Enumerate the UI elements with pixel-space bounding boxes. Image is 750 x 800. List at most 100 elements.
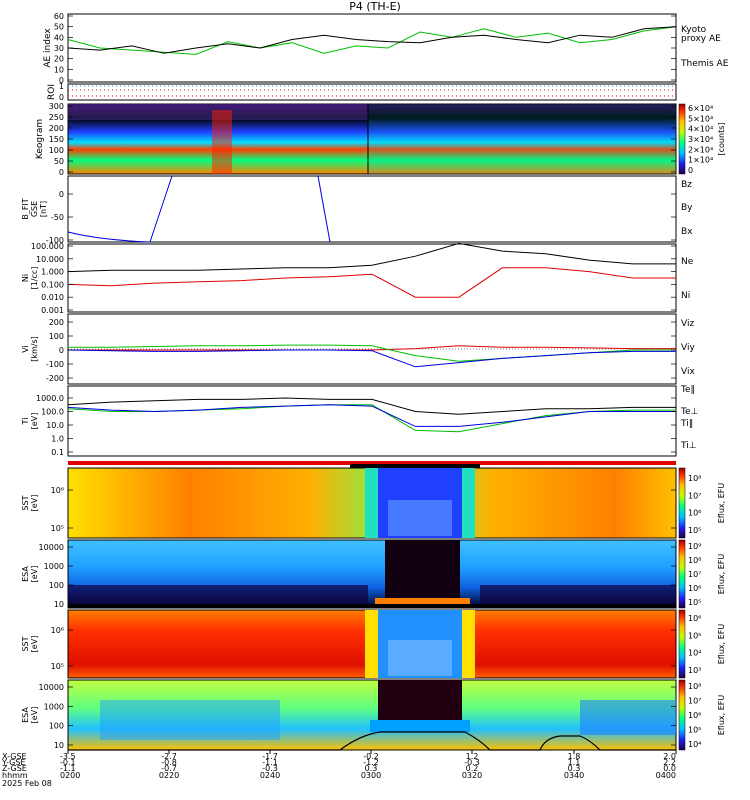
sst-electron-panel: SST [eV] 10⁶ 10⁵ 10⁸ 10⁷ 10⁶ 10⁵ Eflux, EFU [21, 467, 726, 539]
sst-electron-colorbar-label: 10⁵ [688, 526, 701, 535]
ni-ytick: 0.100 [41, 280, 64, 289]
chart-title: P4 (TH-E) [349, 0, 401, 13]
sst-electron-colorbar-label: 10⁸ [688, 474, 701, 483]
keogram-ylabel: Keogram [35, 119, 45, 159]
keogram-ytick: 300 [49, 102, 64, 111]
esa-ion-colorbar-label: 10⁵ [688, 726, 701, 735]
y-gse-tick: -1.1 [262, 758, 278, 767]
vi-ytick: 0 [59, 346, 64, 355]
esa-electron-panel: ESA [eV] 10000 1000 100 10 10⁹ 10⁸ 10⁷ 10⁶ 10⁵ E… [21, 539, 726, 609]
esa-ion-ylabel: [eV] [30, 707, 39, 724]
x-gse-tick: 2.0 [663, 752, 676, 761]
ni-ytick: 10.000 [36, 255, 64, 264]
esa-ion-colorbar-label: 10⁶ [688, 711, 701, 720]
ae-ytick: 50 [54, 23, 64, 32]
keogram-ytick: 250 [49, 113, 64, 122]
ni-ytick: 1.000 [41, 268, 64, 277]
sst-ion-panel: SST [eV] 10⁶ 10⁵ 10⁶ 10⁵ 10⁴ 10³ Eflux, EFU [21, 609, 726, 679]
keogram-colorbar-label: 2×10⁴ [688, 145, 713, 154]
ae-ylabel: AE index [43, 28, 53, 68]
z-gse-tick: 0.3 [365, 764, 378, 773]
x-row-label: hhmm [2, 771, 28, 780]
bx-line [67, 175, 173, 243]
keogram-colorbar-label: 6×10⁴ [688, 104, 713, 113]
sst-ion-ylabel: SST [21, 636, 30, 651]
sst-electron-ylabel: [eV] [30, 495, 39, 512]
ti-ytick: 0.1 [51, 448, 64, 457]
time-tick: 0200 [60, 771, 80, 780]
ti-ytick: 1.0 [51, 435, 64, 444]
ni-ytick: 0.001 [41, 306, 64, 315]
mode-bar-black [350, 464, 480, 468]
esa-electron-ylabel: [eV] [30, 566, 39, 583]
ti-ylabel: Ti [21, 418, 30, 426]
themis-ae-line [67, 26, 677, 54]
legend-proxy-ae: proxy AE [681, 34, 721, 44]
legend-ti-perp: Ti⊥ [680, 441, 697, 451]
sst-electron-colorbar-unit: Eflux, EFU [717, 483, 726, 524]
keogram-ytick: 200 [49, 124, 64, 133]
legend-themis-ae: Themis AE [680, 59, 729, 69]
vix-line [67, 349, 676, 368]
ti-ytick: 100.0 [41, 408, 64, 417]
vi-ylabel: Vi [21, 345, 30, 353]
vi-ytick: -100 [46, 360, 64, 369]
sst-ion-colorbar-label: 10⁶ [688, 614, 701, 623]
viz-line [68, 345, 676, 351]
ae-ytick: 30 [54, 44, 64, 53]
keogram-colorbar-label: 0 [688, 166, 693, 175]
esa-electron-colorbar-label: 10⁹ [688, 542, 701, 551]
time-tick: 0220 [159, 771, 179, 780]
z-gse-tick: 0.0 [663, 764, 676, 773]
esa-electron-colorbar-label: 10⁵ [688, 598, 701, 607]
bfit-panel: B_FIT GSE [nT] 0 -50 -100 Bz By Bx [21, 175, 693, 245]
time-tick: 0400 [656, 771, 676, 780]
x-gse-tick: 1.2 [466, 752, 479, 761]
esa-ion-boundary-line [68, 731, 676, 751]
ae-ytick: 10 [54, 65, 64, 74]
x-row-label: X-GSE [2, 752, 27, 761]
vi-panel: Vi [km/s] 200 100 0 -100 -200 Viz Viy Vix [21, 313, 695, 385]
sst-ion-colorbar-unit: Eflux, EFU [717, 624, 726, 665]
vi-ytick: 200 [49, 318, 64, 327]
ti-ytick: 1000.0 [36, 394, 64, 403]
x-row-label: Z-GSE [2, 764, 27, 773]
x-gse-tick: -1.7 [262, 752, 278, 761]
ti-panel: Ti [eV] 1000.0 100.0 10.0 1.0 0.1 Te‖ Te⊥ Ti‖… [21, 385, 699, 457]
x-gse-tick: -3.5 [60, 752, 76, 761]
esa-ion-ytick: 100 [49, 722, 64, 731]
bfit-ytick: -100 [46, 236, 64, 245]
esa-electron-colorbar-label: 10⁸ [688, 556, 701, 565]
legend-ti-par: Ti‖ [680, 419, 693, 429]
te-par-line [67, 397, 676, 415]
ni-ytick: 0.010 [41, 293, 64, 302]
y-gse-tick: -1.2 [363, 758, 379, 767]
x-gse-tick: 1.8 [568, 752, 581, 761]
ni-ylabel: [1/cc] [30, 267, 39, 290]
time-tick: 0340 [564, 771, 584, 780]
esa-ion-panel: ESA [eV] 10000 1000 100 10 10⁸ 10⁷ 10⁶ 10⁵ 10⁴ E… [21, 679, 726, 751]
vi-ytick: 100 [49, 332, 64, 341]
ti-perp-line [67, 404, 676, 427]
vi-ylabel: [km/s] [30, 336, 39, 362]
legend-bz: Bz [681, 180, 692, 190]
ni-panel: Ni [1/cc] 100.00010.0001.0000.1000.0100.0… [21, 242, 694, 315]
legend-te-perp: Te⊥ [680, 407, 699, 417]
time-tick: 0300 [361, 771, 381, 780]
sst-electron-colorbar-label: 10⁷ [688, 491, 701, 500]
legend-ne: Ne [681, 257, 694, 267]
esa-electron-colorbar [678, 539, 686, 609]
ni-ytick: 100.000 [31, 242, 64, 251]
esa-ion-colorbar-label: 10⁸ [688, 682, 701, 691]
legend-viz: Viz [681, 319, 694, 329]
bfit-ylabel: [nT] [39, 201, 48, 217]
esa-ion-ytick: 10000 [39, 683, 64, 692]
y-gse-tick: -0.1 [60, 758, 76, 767]
legend-by: By [681, 203, 693, 213]
esa-ion-ylabel: ESA [21, 707, 30, 723]
esa-electron-colorbar-label: 10⁷ [688, 570, 701, 579]
keogram-colorbar [678, 103, 686, 175]
